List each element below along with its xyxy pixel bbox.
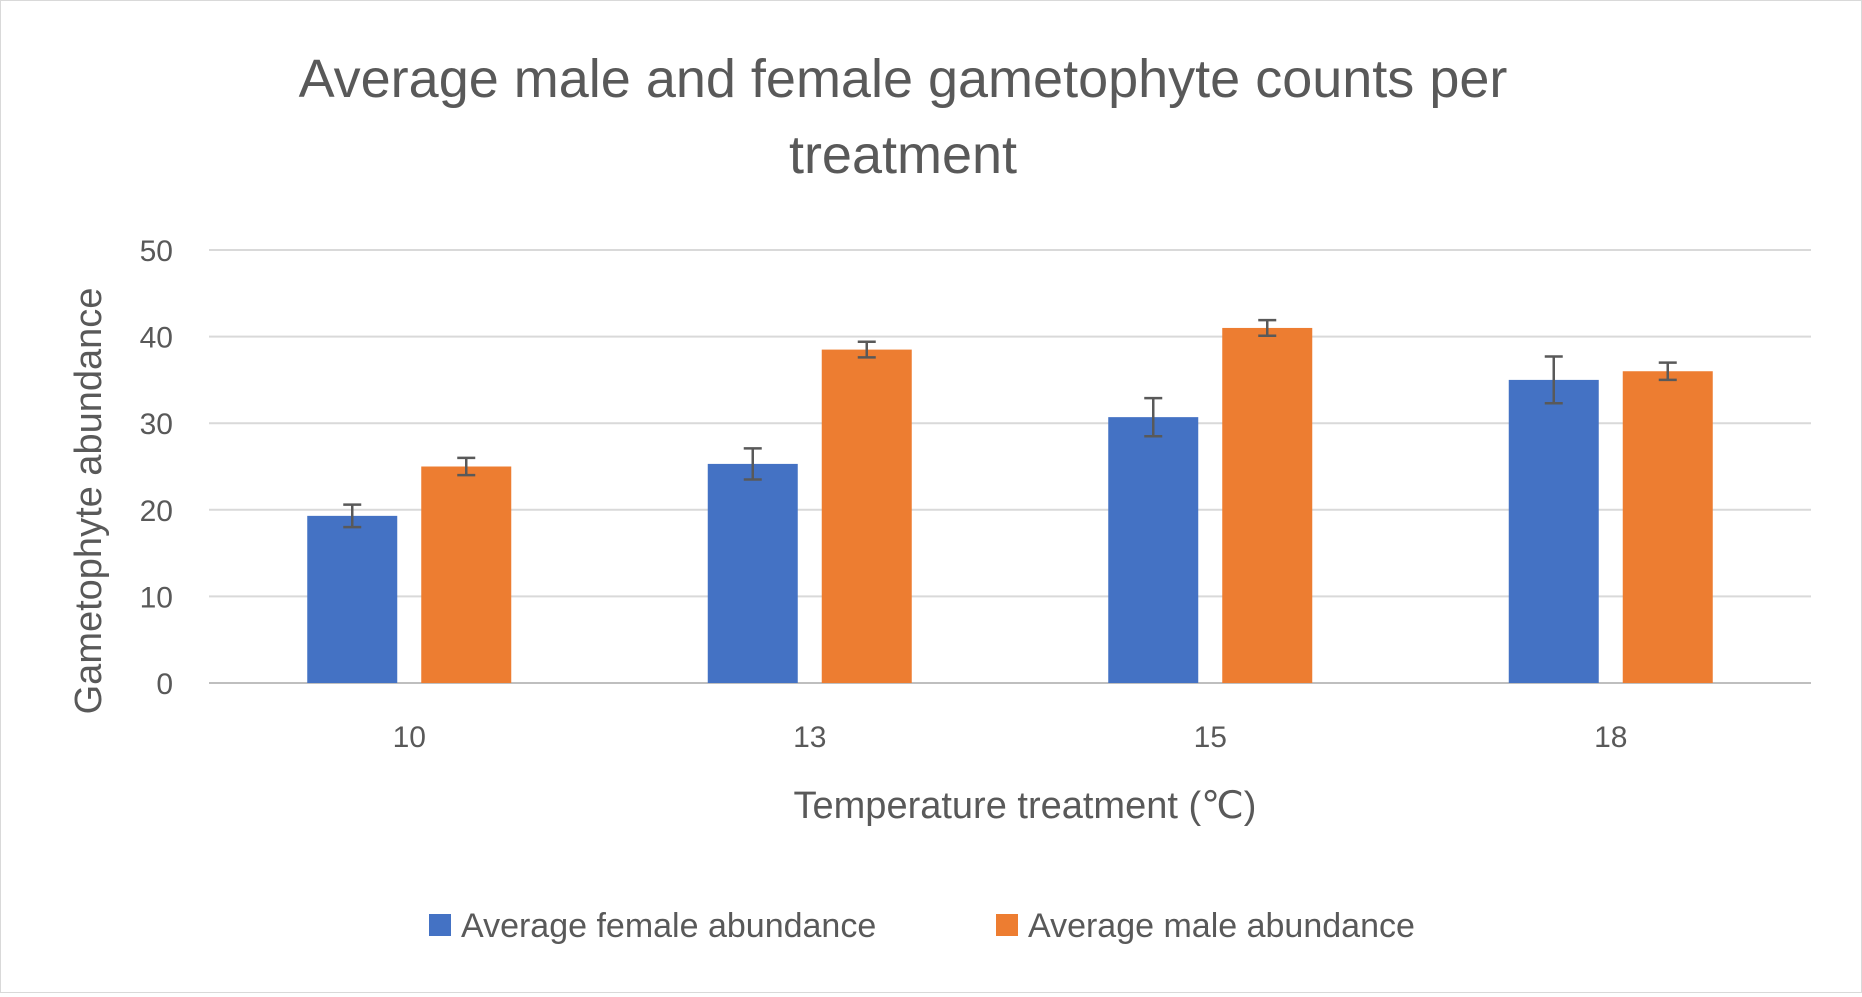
x-axis-ticks: 10 13 15 18: [393, 721, 1628, 754]
x-tick-label: 15: [1194, 721, 1227, 754]
bar: [307, 515, 398, 683]
bar: [821, 349, 912, 683]
y-axis-ticks: 0 10 20 30 40 50: [140, 235, 173, 701]
bar: [1222, 327, 1313, 683]
y-tick-label: 20: [140, 495, 173, 528]
legend-label: Average male abundance: [1028, 907, 1415, 945]
legend-label: Average female abundance: [461, 907, 876, 945]
error-bars: [343, 318, 1677, 529]
legend-swatch: [996, 914, 1018, 936]
error-bar: [457, 456, 476, 477]
y-tick-label: 0: [156, 668, 173, 701]
y-tick-label: 10: [140, 581, 173, 614]
chart-title-line-2: treatment: [789, 125, 1017, 185]
bar: [421, 466, 512, 683]
x-tick-label: 18: [1594, 721, 1627, 754]
chart-title-line-1: Average male and female gametophyte coun…: [299, 49, 1508, 109]
error-bar: [1258, 318, 1277, 337]
x-tick-label: 10: [393, 721, 426, 754]
y-tick-label: 50: [140, 235, 173, 268]
y-tick-label: 30: [140, 408, 173, 441]
bar: [1508, 379, 1599, 683]
legend: Average female abundance Average male abu…: [429, 907, 1415, 945]
legend-swatch: [429, 914, 451, 936]
x-axis-title: Temperature treatment (℃): [794, 785, 1257, 827]
error-bar: [857, 340, 876, 359]
bar: [1108, 417, 1199, 683]
error-bar: [343, 503, 362, 529]
bar: [707, 463, 798, 683]
error-bar: [1144, 396, 1163, 438]
error-bar: [1658, 361, 1677, 382]
y-tick-label: 40: [140, 322, 173, 355]
bar: [1622, 371, 1713, 683]
y-axis-title: Gametophyte abundance: [68, 288, 110, 715]
error-bar: [743, 447, 762, 481]
bars: [307, 327, 1713, 683]
x-tick-label: 13: [793, 721, 826, 754]
error-bar: [1544, 355, 1563, 405]
